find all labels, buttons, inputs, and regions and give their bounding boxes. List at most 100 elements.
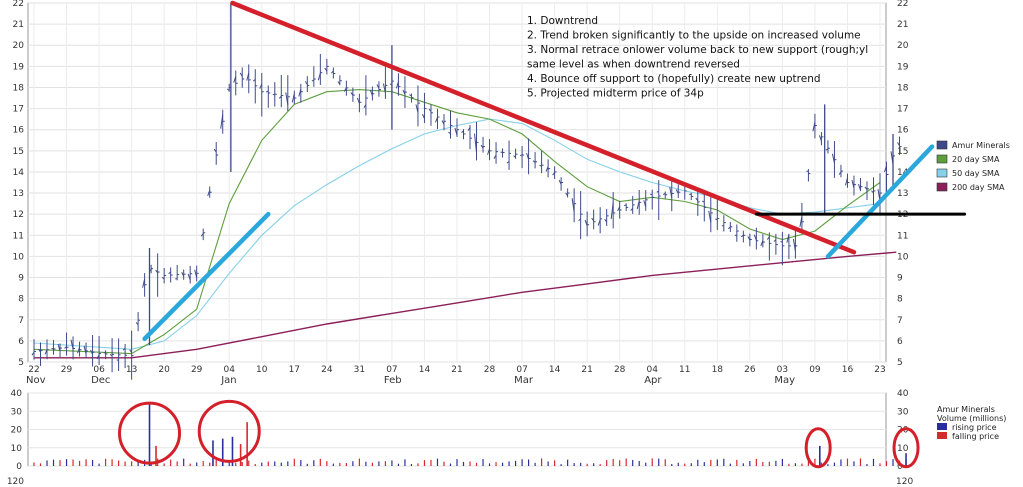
- price-bar-open: [239, 72, 243, 77]
- price-bar-open: [519, 154, 523, 157]
- annotations: 1. Downtrend 2. Trend broken significantl…: [527, 15, 868, 100]
- x-tick-label: 06: [93, 365, 105, 375]
- price-y-tick-right: 14: [897, 168, 909, 178]
- price-y-tick-right: 22: [897, 0, 908, 9]
- month-label-jan: Jan: [220, 375, 236, 386]
- price-bar-open: [844, 177, 848, 186]
- price-bar-open: [213, 148, 217, 153]
- price-bar-open: [545, 166, 549, 172]
- price-y-tick-right: 15: [897, 147, 908, 157]
- price-bar-open: [741, 234, 744, 238]
- price-bar-open: [506, 161, 510, 164]
- price-bar-open: [630, 208, 634, 211]
- volume-y-tick-left: 10: [11, 444, 23, 454]
- price-bar-open: [864, 186, 868, 191]
- price-bar-open: [343, 87, 347, 92]
- price-y-tick-left: 18: [13, 83, 25, 93]
- month-label-dec: Dec: [91, 375, 110, 386]
- price-bar-open: [90, 349, 94, 355]
- price-bar-open: [168, 271, 171, 275]
- price-y-tick-left: 13: [13, 189, 24, 199]
- volume-legend-label: rising price: [952, 423, 997, 432]
- price-y-tick-right: 17: [897, 105, 908, 115]
- price-bar-open: [617, 206, 621, 212]
- price-bar-open: [57, 343, 61, 352]
- price-bar-open: [51, 347, 54, 350]
- price-bar-open: [838, 171, 842, 175]
- price-bar-open: [851, 179, 855, 189]
- price-bar-open: [831, 153, 835, 164]
- price-y-tick-right: 19: [897, 62, 909, 72]
- price-bar-open: [526, 152, 530, 160]
- price-bar-open: [226, 88, 230, 92]
- price-bar-open: [773, 239, 777, 242]
- price-bar-open: [363, 104, 367, 108]
- month-label-mar: Mar: [514, 375, 534, 386]
- price-bar-open: [77, 346, 81, 354]
- volume-y-tick-left: 0: [16, 462, 22, 472]
- price-bar-open: [278, 95, 282, 99]
- price-bar-open: [578, 218, 581, 221]
- annotation-line: same level as when downtrend reversed: [527, 59, 740, 71]
- price-bar-open: [818, 135, 822, 142]
- volume-legend-label: falling price: [952, 432, 999, 441]
- price-y-tick-left: 21: [13, 20, 24, 30]
- volume-highlight-circle: [197, 399, 261, 463]
- annotation-line: 5. Projected midterm price of 34p: [527, 88, 704, 100]
- price-bar-open: [324, 67, 328, 72]
- x-tick-label: 21: [451, 365, 462, 375]
- x-tick-label: 18: [712, 365, 724, 375]
- x-tick-label: 26: [744, 365, 756, 375]
- price-bar-open: [597, 219, 601, 226]
- x-tick-label: 07: [386, 365, 397, 375]
- price-bar-open: [207, 190, 211, 196]
- legend-label: 50 day SMA: [952, 169, 1000, 178]
- x-tick-label: 04: [647, 365, 659, 375]
- price-bar-open: [766, 236, 770, 240]
- price-y-tick-right: 20: [897, 41, 909, 51]
- volume-y-tick-left: 20: [11, 426, 23, 436]
- price-bar-open: [395, 81, 399, 89]
- price-bar-open: [624, 204, 627, 207]
- price-y-tick-right: 10: [897, 252, 909, 262]
- price-y-tick-left: 6: [18, 337, 24, 347]
- price-bar-open: [252, 79, 256, 82]
- price-bar-open: [467, 127, 471, 131]
- annotation-line: 1. Downtrend: [527, 15, 598, 27]
- price-y-tick-right: 21: [897, 20, 908, 30]
- annotation-line: 4. Bounce off support to (hopefully) cre…: [527, 73, 821, 85]
- price-bar-open: [259, 84, 263, 89]
- price-bar-open: [792, 238, 796, 252]
- annotation-line: 3. Normal retrace onlower volume back to…: [527, 44, 868, 56]
- price-y-tick-right: 6: [897, 337, 903, 347]
- x-tick-label: 23: [874, 365, 885, 375]
- x-tick-label: 22: [28, 365, 39, 375]
- price-bar-open: [474, 133, 478, 153]
- price-bar-open: [786, 234, 790, 243]
- price-bar-open: [454, 127, 458, 136]
- sma-200-line: [34, 251, 897, 359]
- price-bar-open: [200, 233, 204, 237]
- volume-legend-title: Amur Minerals: [937, 405, 995, 414]
- price-bar-open: [304, 81, 308, 85]
- volume-y-tick-left: 40: [11, 389, 23, 399]
- price-y-tick-left: 11: [13, 231, 24, 241]
- x-tick-label: 14: [549, 365, 561, 375]
- price-bar-open: [369, 89, 373, 96]
- price-bar-open: [142, 278, 146, 288]
- volume-y-tick-right: 40: [897, 389, 909, 399]
- price-y-tick-right: 16: [897, 126, 909, 136]
- price-bar-open: [565, 192, 569, 197]
- x-tick-label: 28: [484, 365, 496, 375]
- price-bar-open: [656, 190, 659, 193]
- price-y-tick-right: 11: [897, 231, 908, 241]
- price-bar-open: [83, 345, 87, 355]
- price-bar-open: [487, 148, 491, 155]
- price-bar-open: [552, 172, 555, 176]
- price-bar-open: [350, 92, 354, 96]
- price-y-tick-left: 9: [18, 274, 24, 284]
- x-tick-label: 29: [191, 365, 203, 375]
- volume-highlight-circle: [804, 427, 832, 469]
- price-bar-open: [422, 114, 425, 119]
